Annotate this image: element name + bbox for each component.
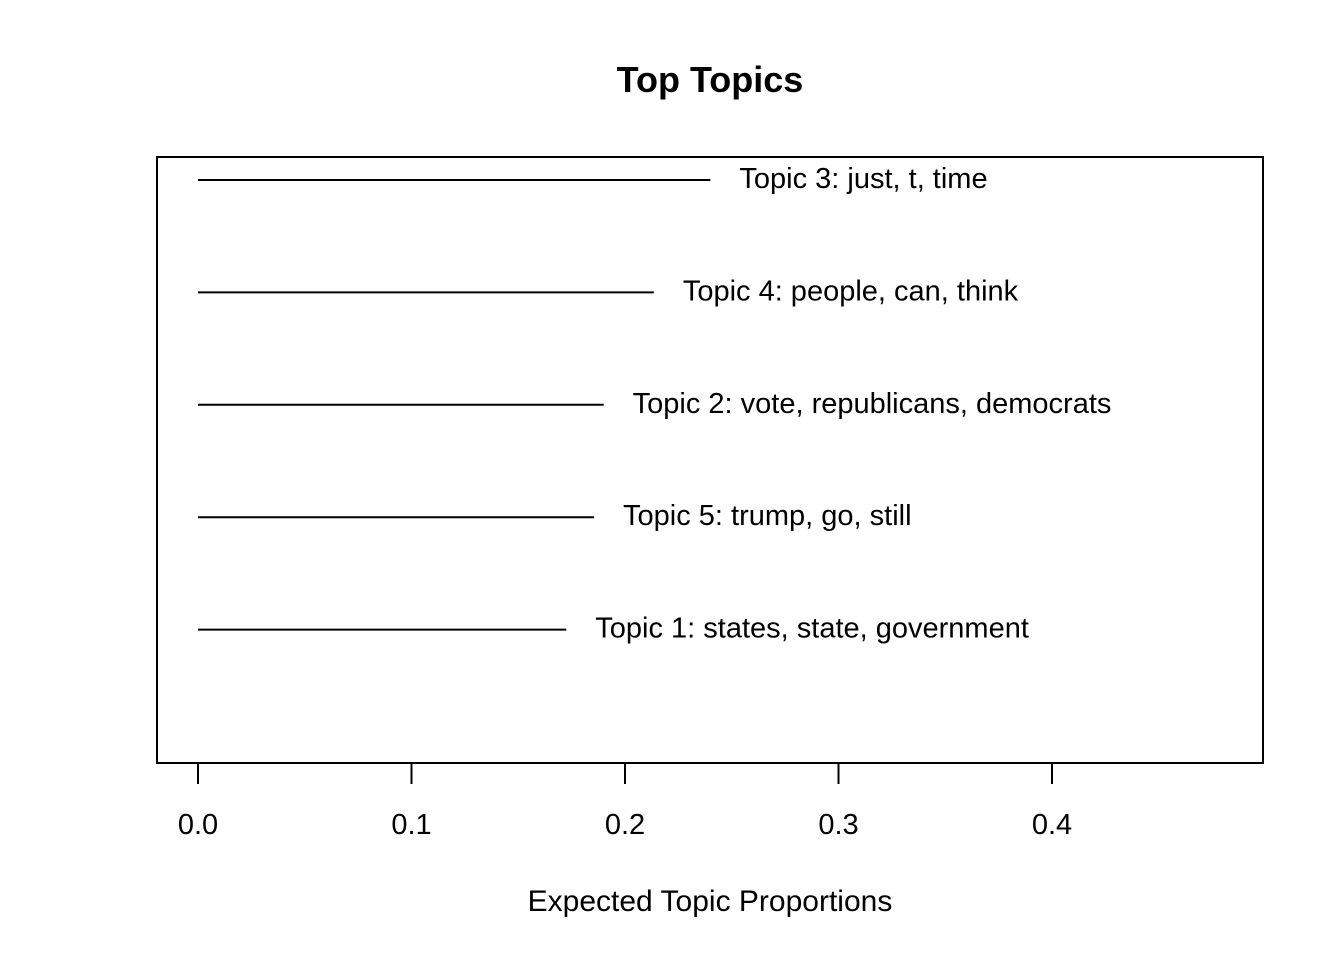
x-tick-label: 0.0 bbox=[178, 809, 218, 841]
chart-title: Top Topics bbox=[617, 59, 804, 100]
x-tick-label: 0.3 bbox=[818, 809, 858, 841]
x-axis: 0.0 0.1 0.2 0.3 0.4 bbox=[178, 763, 1072, 841]
plot-frame bbox=[156, 156, 1264, 764]
topic-lines-group: Topic 3: just, t, time Topic 4: people, c… bbox=[198, 163, 1111, 645]
topic-label: Topic 4: people, can, think bbox=[683, 275, 1019, 307]
topic-label: Topic 3: just, t, time bbox=[739, 163, 987, 195]
x-tick-label: 0.4 bbox=[1032, 809, 1072, 841]
x-tick-label: 0.2 bbox=[605, 809, 645, 841]
topic-label: Topic 1: states, state, government bbox=[595, 613, 1029, 645]
topic-label: Topic 5: trump, go, still bbox=[623, 500, 912, 532]
topic-label: Topic 2: vote, republicans, democrats bbox=[633, 388, 1112, 420]
x-tick-label: 0.1 bbox=[391, 809, 431, 841]
x-axis-label: Expected Topic Proportions bbox=[528, 885, 893, 918]
